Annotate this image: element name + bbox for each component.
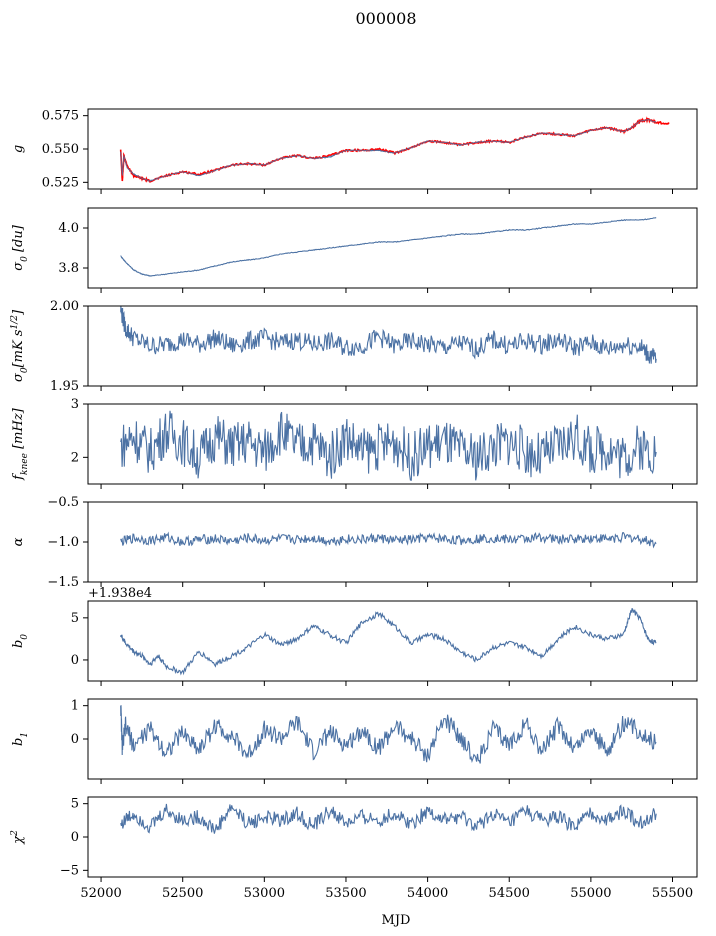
y-axis-label: g <box>11 145 26 153</box>
panel-8: −5 0 5 52000 52500 53000 53500 54000 54500 55000 5… <box>10 796 698 901</box>
y-tick-label: −5 <box>60 863 79 878</box>
series-line <box>120 118 657 183</box>
panel-7: 0 1 b1 <box>11 698 698 784</box>
y-tick-label: −0.5 <box>47 495 79 510</box>
series-line <box>120 803 657 834</box>
y-tick-label: 5 <box>71 797 79 812</box>
series-line <box>120 306 657 364</box>
series-line <box>120 217 657 277</box>
y-tick-label: 0 <box>71 732 79 747</box>
panels: 0.525 0.550 0.575 g 3.8 4.0 σ0 [du] 1.95 2.00 σ0[… <box>10 108 698 901</box>
series-line <box>120 531 657 549</box>
x-tick-label: 53000 <box>244 886 285 901</box>
x-tick-label: 52500 <box>162 886 203 901</box>
x-tick-label: 52000 <box>80 886 121 901</box>
panel-frame <box>87 403 698 485</box>
y-tick-label: 0.525 <box>42 175 79 190</box>
y-axis-label: σ0 [du] <box>11 224 30 271</box>
y-tick-label: 1 <box>71 699 79 714</box>
panel-1: 0.525 0.550 0.575 g <box>11 108 698 194</box>
panel-2: 3.8 4.0 σ0 [du] <box>11 207 698 293</box>
series-line <box>120 410 657 481</box>
x-tick-label: 53500 <box>325 886 366 901</box>
y-tick-label: 0.550 <box>42 142 79 157</box>
y-tick-label: 0 <box>71 653 79 668</box>
y-axis-label: b1 <box>11 732 30 746</box>
figure-title: 000008 <box>355 9 416 28</box>
panel-frame <box>87 108 698 190</box>
y-axis-label: b0 <box>11 634 30 648</box>
x-tick-label: 54000 <box>407 886 448 901</box>
y-tick-label: 0.575 <box>42 109 79 124</box>
panel-6: 0 5 +1.938e4 b0 <box>11 586 698 686</box>
y-tick-label: −1.0 <box>47 535 79 550</box>
series-line <box>120 608 657 676</box>
y-tick-label: 3 <box>71 397 79 412</box>
x-axis-label: MJD <box>382 913 411 928</box>
panel-4: 2 3 fknee [mHz] <box>11 397 698 489</box>
x-tick-label: 54500 <box>489 886 530 901</box>
series-overlay-line <box>119 116 670 183</box>
panel-frame <box>87 600 698 682</box>
y-tick-label: 2.00 <box>50 299 79 314</box>
panel-5: −1.5 −1.0 −0.5 α <box>11 495 698 590</box>
y-offset-label: +1.938e4 <box>88 586 152 601</box>
series-line <box>120 119 657 182</box>
panel-3: 1.95 2.00 σ0[mK s1/2] <box>10 299 698 394</box>
y-tick-label: 5 <box>71 611 79 626</box>
y-axis-label: χ2 <box>10 830 26 845</box>
y-tick-label: −1.5 <box>47 575 79 590</box>
y-axis-label: σ0[mK s1/2] <box>10 309 30 382</box>
panel-frame <box>87 796 698 878</box>
panel-frame <box>87 698 698 780</box>
y-tick-label: 1.95 <box>50 379 79 394</box>
y-tick-label: 3.8 <box>58 261 79 276</box>
panel-frame <box>87 207 698 289</box>
y-tick-label: 2 <box>71 450 79 465</box>
y-axis-label: fknee [mHz] <box>11 407 30 480</box>
series-line <box>120 705 657 764</box>
panel-frame <box>87 305 698 387</box>
y-axis-label: α <box>11 537 26 546</box>
x-tick-label: 55500 <box>652 886 693 901</box>
y-tick-label: 4.0 <box>58 221 79 236</box>
x-tick-label: 55000 <box>570 886 611 901</box>
y-tick-label: 0 <box>71 830 79 845</box>
